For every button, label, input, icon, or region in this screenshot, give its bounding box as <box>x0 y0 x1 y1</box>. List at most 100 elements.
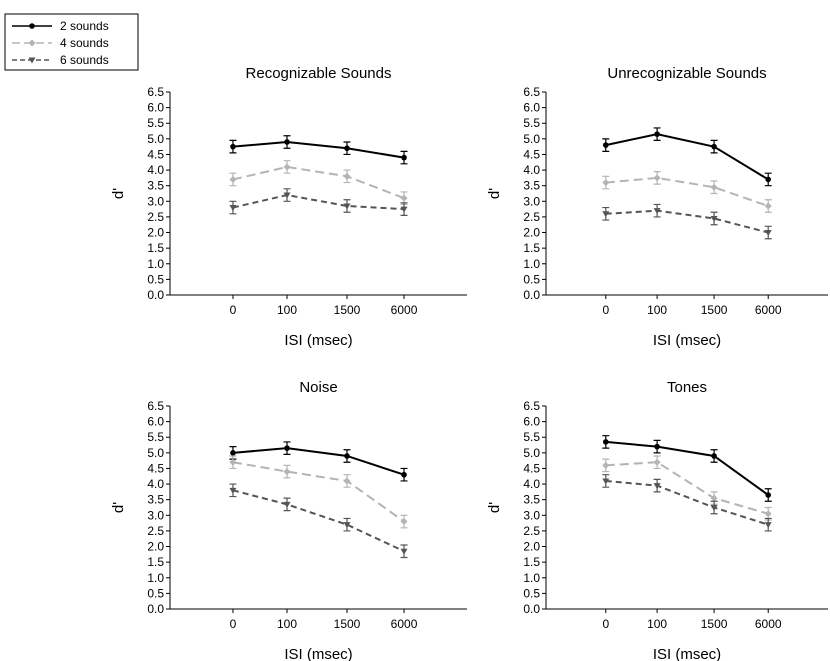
series-4-sounds <box>602 455 772 521</box>
legend-box <box>4 13 139 71</box>
y-tick-label: 0.5 <box>147 586 164 600</box>
series-line <box>232 489 405 553</box>
y-axis-label: d' <box>486 188 503 199</box>
y-tick-label: 1.0 <box>523 571 540 585</box>
y-tick-label: 1.0 <box>523 257 540 271</box>
series-line <box>232 461 405 523</box>
series-line <box>605 209 769 234</box>
x-tick-label: 1500 <box>334 617 361 631</box>
y-tick-label: 6.5 <box>147 85 164 99</box>
data-point <box>602 142 609 148</box>
data-point <box>711 143 717 150</box>
y-tick-label: 4.0 <box>147 477 164 491</box>
data-point <box>343 522 351 529</box>
data-point <box>710 215 718 222</box>
y-tick-label: 2.5 <box>147 524 164 538</box>
y-tick-label: 1.0 <box>147 571 164 585</box>
series-2-sounds <box>602 127 772 187</box>
data-point <box>653 174 661 182</box>
x-axis-label: ISI (msec) <box>653 332 721 349</box>
data-point <box>765 492 772 498</box>
y-tick-label: 5.5 <box>523 430 540 444</box>
data-point <box>764 510 772 518</box>
y-tick-label: 3.0 <box>147 508 164 522</box>
chart-title: Noise <box>299 379 337 396</box>
y-tick-label: 5.5 <box>523 116 540 130</box>
series-line <box>605 133 769 181</box>
x-axis-label: ISI (msec) <box>284 332 352 349</box>
data-point <box>284 139 290 145</box>
data-point <box>711 453 717 459</box>
chart-title: Tones <box>667 379 707 396</box>
series-line <box>605 440 769 496</box>
data-point <box>401 471 407 478</box>
y-tick-label: 4.5 <box>523 147 540 161</box>
series-2-sounds <box>602 435 772 502</box>
x-tick-label: 1500 <box>334 303 361 317</box>
y-tick-label: 0.0 <box>147 288 164 302</box>
data-point <box>400 194 408 202</box>
x-tick-label: 0 <box>602 617 609 631</box>
y-tick-label: 3.5 <box>523 179 540 193</box>
y-tick-label: 2.5 <box>523 210 540 224</box>
y-tick-label: 6.5 <box>523 85 540 99</box>
x-axis-label: ISI (msec) <box>284 646 352 661</box>
data-point <box>343 203 351 210</box>
data-point <box>344 145 350 152</box>
x-tick-label: 6000 <box>755 303 782 317</box>
y-tick-label: 4.5 <box>523 461 540 475</box>
y-tick-label: 0.0 <box>523 288 540 302</box>
y-tick-label: 1.5 <box>523 555 540 569</box>
y-tick-label: 4.0 <box>147 163 164 177</box>
data-point <box>602 179 610 187</box>
y-tick-label: 1.5 <box>147 555 164 569</box>
legend-marker <box>28 39 36 47</box>
series-4-sounds <box>229 160 408 206</box>
x-tick-label: 6000 <box>391 617 418 631</box>
x-tick-label: 0 <box>230 303 237 317</box>
data-point <box>400 548 408 555</box>
chart-panel: 0.0 0.51.0 1.52.0 2.5 3.03.5 4.0 4.55.0 5.56.0 6… <box>486 379 828 661</box>
y-tick-label: 5.5 <box>147 430 164 444</box>
data-point <box>764 522 772 529</box>
data-point <box>229 205 237 212</box>
data-point <box>764 202 772 210</box>
data-point <box>765 176 772 183</box>
series-line <box>605 176 769 207</box>
y-tick-label: 6.5 <box>523 399 540 413</box>
data-point <box>283 192 291 199</box>
y-tick-label: 4.5 <box>147 461 164 475</box>
data-point <box>602 211 610 218</box>
chart-panel: 0.0 0.51.0 1.52.0 2.5 3.03.5 4.0 4.55.0 5.56.0 6… <box>110 65 467 349</box>
legend-label: 6 sounds <box>60 53 109 67</box>
y-tick-label: 6.5 <box>147 399 164 413</box>
data-point <box>602 461 610 469</box>
y-tick-label: 0.0 <box>147 602 164 616</box>
y-tick-label: 3.0 <box>147 194 164 208</box>
y-tick-label: 6.0 <box>147 101 164 115</box>
y-tick-label: 4.5 <box>147 147 164 161</box>
series-2-sounds <box>229 135 408 165</box>
y-tick-label: 2.0 <box>523 540 540 554</box>
data-point <box>400 518 408 526</box>
y-tick-label: 2.0 <box>147 540 164 554</box>
chart-panel: 0.0 0.51.0 1.52.0 2.5 3.03.5 4.0 4.55.0 5.56.0 6… <box>486 65 828 349</box>
x-tick-label: 6000 <box>391 303 418 317</box>
y-tick-label: 5.0 <box>147 132 164 146</box>
y-tick-label: 3.5 <box>523 493 540 507</box>
x-tick-label: 100 <box>647 617 667 631</box>
data-point <box>602 478 610 485</box>
data-point <box>230 450 236 456</box>
x-tick-label: 0 <box>602 303 609 317</box>
data-point <box>284 445 290 451</box>
y-tick-label: 4.0 <box>523 477 540 491</box>
data-point <box>400 206 408 213</box>
y-tick-label: 2.5 <box>523 524 540 538</box>
series-line <box>232 165 405 200</box>
data-point <box>653 208 661 215</box>
y-tick-label: 3.5 <box>147 179 164 193</box>
chart-title: Recognizable Sounds <box>246 65 392 82</box>
x-tick-label: 1500 <box>701 617 728 631</box>
series-4-sounds <box>229 455 408 529</box>
y-tick-label: 0.0 <box>523 602 540 616</box>
